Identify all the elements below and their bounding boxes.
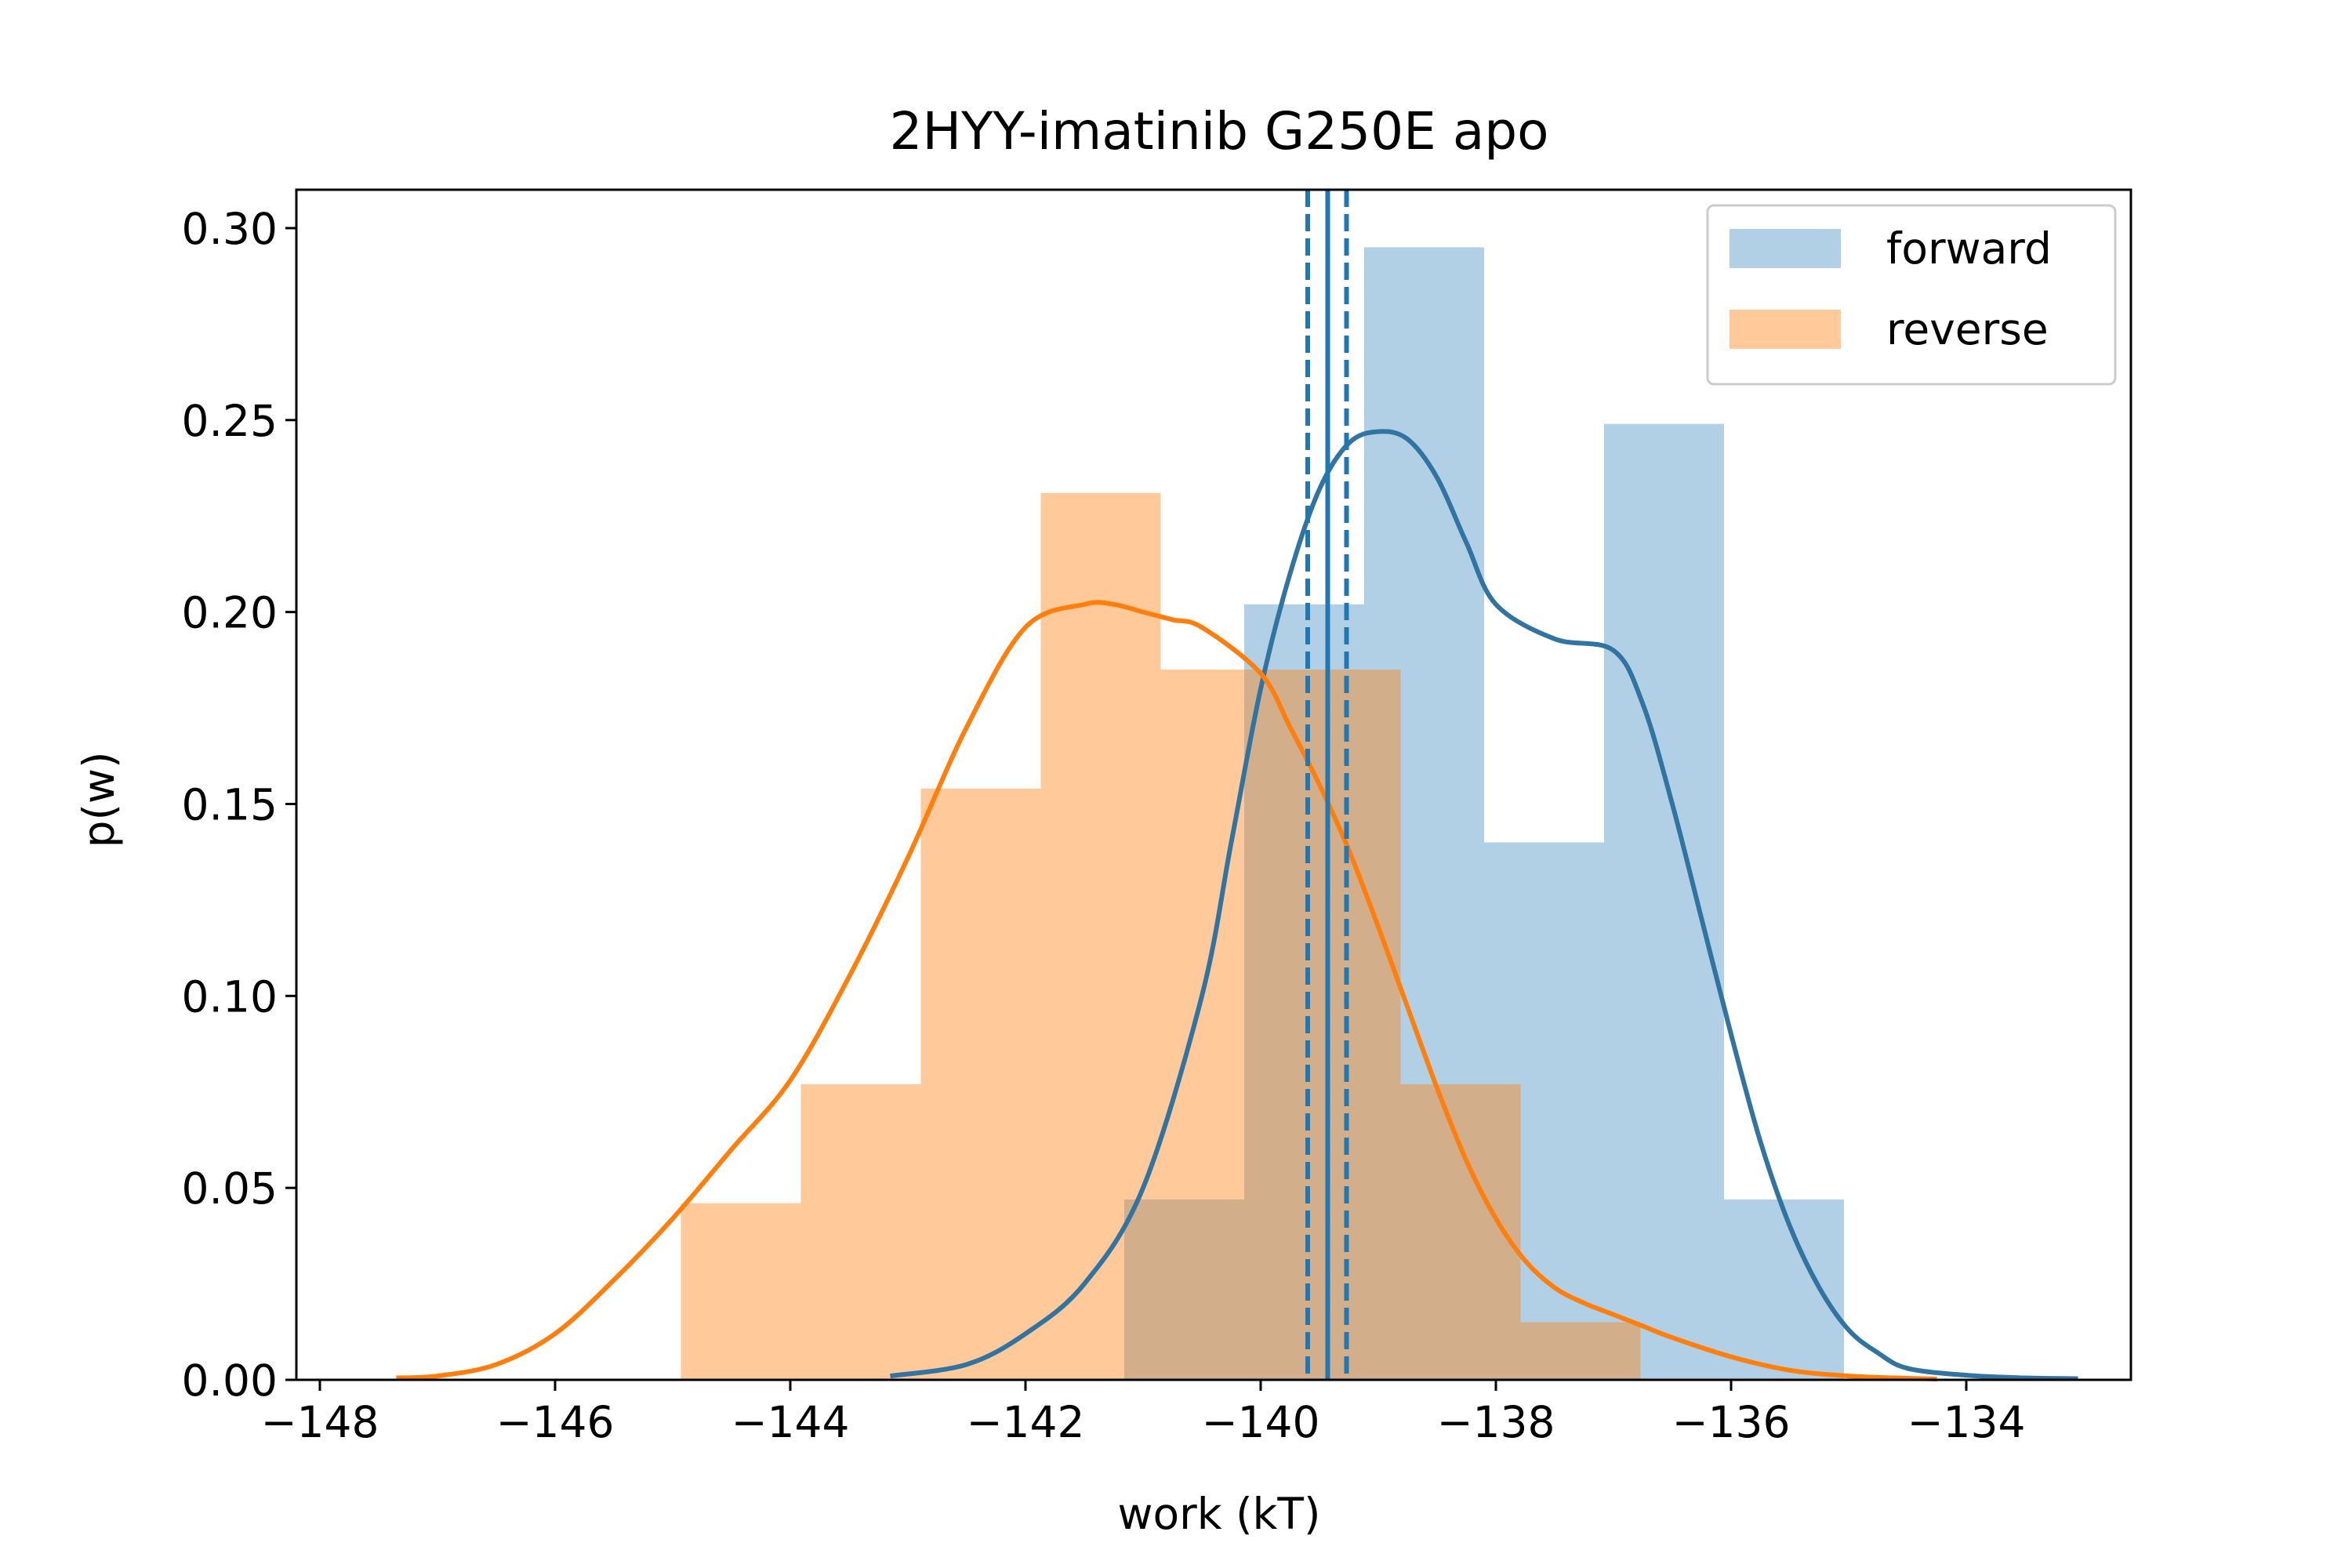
reverse-bar-5 xyxy=(1280,670,1401,1380)
free-energy-lines xyxy=(1305,190,1349,1380)
x-axis-ticks: −148 −146 −144 −142 −140 −138 −136 −134 xyxy=(260,1380,2026,1447)
legend-box xyxy=(1706,204,2117,386)
y-tick-label: 0.05 xyxy=(182,1163,278,1214)
legend-swatch-reverse xyxy=(1730,310,1841,349)
legend: forward reverse xyxy=(1706,204,2117,386)
forward-bar-0 xyxy=(1124,1199,1244,1380)
reverse-bar-6 xyxy=(1400,1083,1521,1380)
y-tick-label: 0.15 xyxy=(182,779,278,829)
x-tick-label: −138 xyxy=(1436,1397,1555,1447)
forward-bar-4 xyxy=(1604,423,1724,1380)
kde-curves xyxy=(396,429,2078,1382)
y-tick-label: 0.00 xyxy=(182,1356,278,1406)
y-tick-label: 0.10 xyxy=(182,971,278,1022)
x-tick-label: −144 xyxy=(731,1397,849,1447)
forward-bar-5 xyxy=(1724,1199,1844,1380)
x-tick-label: −134 xyxy=(1907,1397,2025,1447)
legend-swatch-forward xyxy=(1730,229,1841,268)
legend-label-forward: forward xyxy=(1886,223,2052,274)
x-tick-label: −136 xyxy=(1671,1397,1790,1447)
reverse-bar-7 xyxy=(1520,1322,1641,1380)
forward-kde-curve xyxy=(890,429,2078,1381)
y-tick-label: 0.20 xyxy=(182,588,278,638)
forward-bar-2 xyxy=(1364,247,1484,1380)
reverse-bar-0 xyxy=(681,1203,801,1380)
reverse-bar-4 xyxy=(1160,670,1281,1380)
x-tick-label: −148 xyxy=(260,1397,379,1447)
x-tick-label: −146 xyxy=(495,1397,614,1447)
x-axis-label: work (kT) xyxy=(1118,1489,1321,1539)
plot-frame xyxy=(295,188,2132,1381)
x-tick-label: −142 xyxy=(966,1397,1084,1447)
reverse-bar-1 xyxy=(800,1083,921,1380)
y-tick-label: 0.30 xyxy=(182,204,278,254)
reverse-kde-curve xyxy=(396,600,1937,1382)
histogram-bars xyxy=(681,247,1844,1380)
forward-bar-3 xyxy=(1484,842,1604,1380)
x-tick-label: −140 xyxy=(1201,1397,1319,1447)
legend-label-reverse: reverse xyxy=(1886,304,2049,354)
y-axis-label: p(w) xyxy=(74,752,124,848)
chart-title: 2HYY-imatinib G250E apo xyxy=(889,101,1548,162)
reverse-bar-2 xyxy=(920,788,1041,1380)
y-axis-ticks: 0.00 0.05 0.10 0.15 0.20 0.25 0.30 xyxy=(182,204,296,1406)
reverse-bar-3 xyxy=(1040,492,1161,1380)
y-tick-label: 0.25 xyxy=(182,396,278,446)
